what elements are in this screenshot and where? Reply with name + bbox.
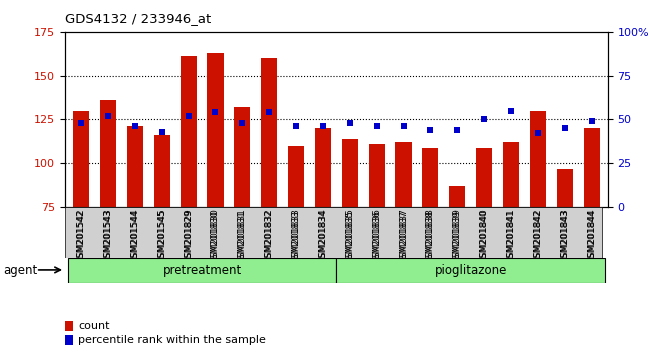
Text: GSM201843: GSM201843 (560, 208, 569, 263)
Bar (315, 128, 331, 207)
Text: GSM201835: GSM201835 (345, 210, 354, 264)
Text: GSM201833: GSM201833 (292, 210, 300, 264)
Point (372, 124, 382, 129)
Text: pioglitazone: pioglitazone (435, 264, 507, 277)
Bar (342, 139, 358, 207)
Point (210, 110, 220, 115)
Bar (207, 53, 224, 207)
Bar (422, 148, 439, 207)
Bar (127, 126, 143, 207)
Point (103, 113, 113, 119)
Text: GSM201542: GSM201542 (77, 208, 86, 263)
Point (506, 108, 516, 114)
Text: GSM201834: GSM201834 (318, 210, 328, 264)
Text: GSM201829: GSM201829 (184, 208, 193, 263)
Bar (584, 128, 600, 207)
Text: GSM201835: GSM201835 (345, 208, 354, 263)
Text: GSM201842: GSM201842 (534, 208, 542, 263)
Text: GSM201836: GSM201836 (372, 210, 381, 264)
Text: GSM201842: GSM201842 (534, 210, 542, 264)
Text: percentile rank within the sample: percentile rank within the sample (78, 335, 266, 345)
Point (425, 127, 436, 133)
Text: GSM201830: GSM201830 (211, 210, 220, 264)
Text: GSM201838: GSM201838 (426, 208, 435, 263)
Bar (395, 142, 411, 207)
Point (129, 124, 140, 129)
Bar (261, 58, 278, 207)
Text: GSM201840: GSM201840 (480, 208, 489, 263)
Point (586, 118, 597, 124)
Text: GSM201832: GSM201832 (265, 210, 274, 264)
Point (291, 124, 301, 129)
Text: GSM201841: GSM201841 (506, 210, 515, 264)
Text: GSM201543: GSM201543 (103, 210, 112, 264)
Text: GSM201837: GSM201837 (399, 210, 408, 264)
Point (237, 120, 248, 126)
Point (452, 127, 463, 133)
Text: GSM201840: GSM201840 (480, 210, 489, 264)
Text: GSM201544: GSM201544 (131, 210, 139, 264)
Point (76, 120, 86, 126)
Text: GDS4132 / 233946_at: GDS4132 / 233946_at (65, 12, 211, 25)
Text: GSM201837: GSM201837 (399, 208, 408, 263)
Bar (337, 258, 605, 283)
Text: pretreatment: pretreatment (162, 264, 242, 277)
Point (344, 120, 355, 126)
Text: GSM201841: GSM201841 (506, 208, 515, 263)
Point (533, 131, 543, 136)
Text: GSM201545: GSM201545 (157, 210, 166, 264)
Bar (181, 56, 197, 207)
Text: GSM201829: GSM201829 (184, 210, 193, 264)
Text: GSM201839: GSM201839 (453, 208, 461, 263)
Point (318, 124, 328, 129)
Bar (503, 142, 519, 207)
Text: GSM201830: GSM201830 (211, 208, 220, 263)
Text: GSM201831: GSM201831 (238, 208, 247, 263)
Bar (288, 146, 304, 207)
Text: GSM201544: GSM201544 (131, 208, 139, 263)
Bar (530, 111, 546, 207)
Point (560, 125, 570, 131)
Text: GSM201839: GSM201839 (453, 210, 461, 264)
Bar (556, 169, 573, 207)
Text: GSM201844: GSM201844 (587, 208, 596, 263)
Point (398, 124, 409, 129)
Bar (153, 135, 170, 207)
Text: GSM201542: GSM201542 (77, 210, 86, 264)
Bar (449, 186, 465, 207)
Text: agent: agent (3, 264, 38, 277)
Text: GSM201543: GSM201543 (103, 208, 112, 263)
Bar (369, 144, 385, 207)
Point (264, 110, 274, 115)
Text: GSM201838: GSM201838 (426, 210, 435, 264)
Text: GSM201843: GSM201843 (560, 210, 569, 264)
Text: GSM201545: GSM201545 (157, 208, 166, 263)
Bar (68, 258, 337, 283)
Text: count: count (78, 321, 109, 331)
Text: GSM201834: GSM201834 (318, 208, 328, 263)
Text: GSM201833: GSM201833 (292, 208, 300, 263)
Text: GSM201844: GSM201844 (587, 210, 596, 264)
Bar (476, 148, 492, 207)
Point (479, 117, 489, 122)
Point (183, 113, 194, 119)
Bar (73, 111, 89, 207)
Point (157, 129, 167, 135)
Bar (100, 100, 116, 207)
Text: GSM201832: GSM201832 (265, 208, 274, 263)
Text: GSM201836: GSM201836 (372, 208, 381, 263)
Text: GSM201831: GSM201831 (238, 210, 247, 264)
Bar (234, 107, 250, 207)
